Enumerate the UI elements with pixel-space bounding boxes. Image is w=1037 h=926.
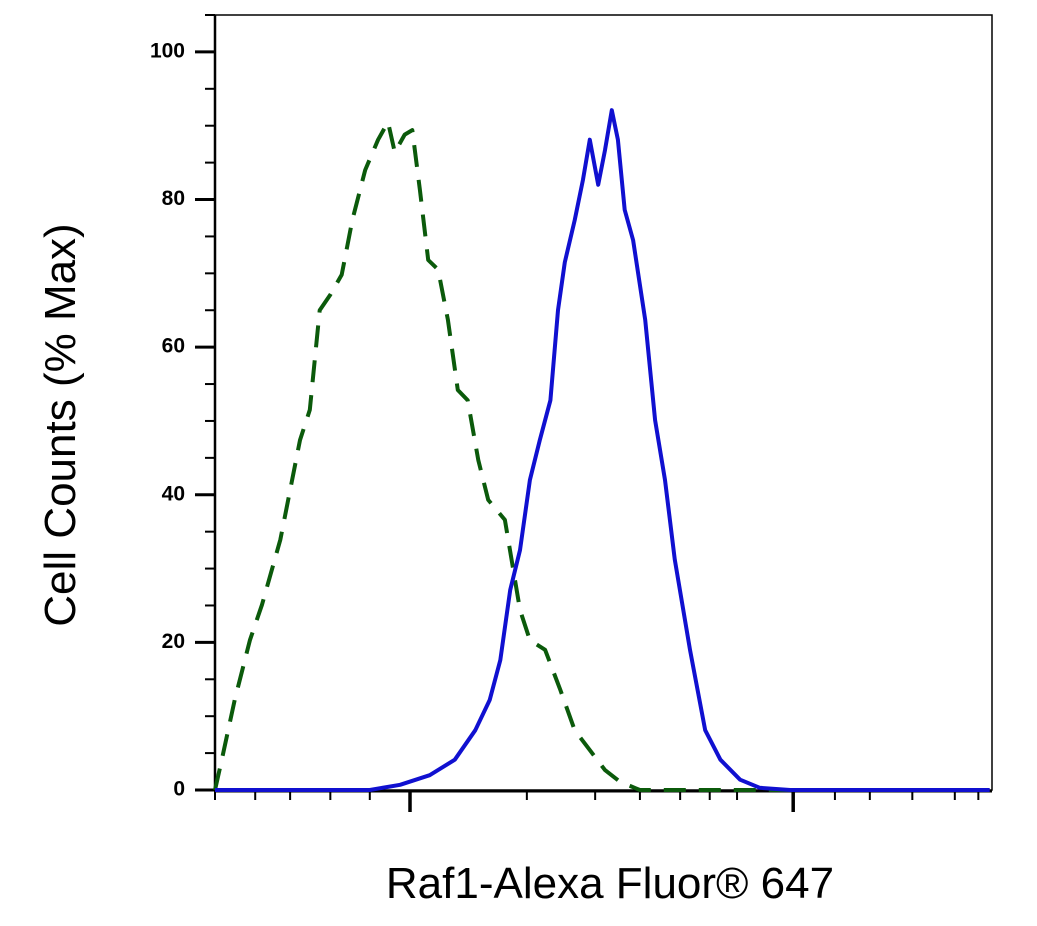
plot-frame bbox=[214, 14, 993, 791]
y-tick-label: 40 bbox=[162, 482, 185, 505]
y-axis-label: Cell Counts (% Max) bbox=[36, 223, 85, 626]
histogram-line bbox=[215, 108, 990, 792]
y-tick-label: 100 bbox=[150, 39, 185, 62]
y-tick-label: 80 bbox=[162, 187, 185, 210]
x-axis-label: Raf1-Alexa Fluor® 647 bbox=[386, 859, 834, 908]
y-tick-label: 60 bbox=[162, 335, 185, 358]
y-tick-label: 20 bbox=[162, 630, 185, 653]
y-tick-label: 0 bbox=[173, 778, 185, 801]
dashed-histogram-line bbox=[213, 120, 791, 792]
